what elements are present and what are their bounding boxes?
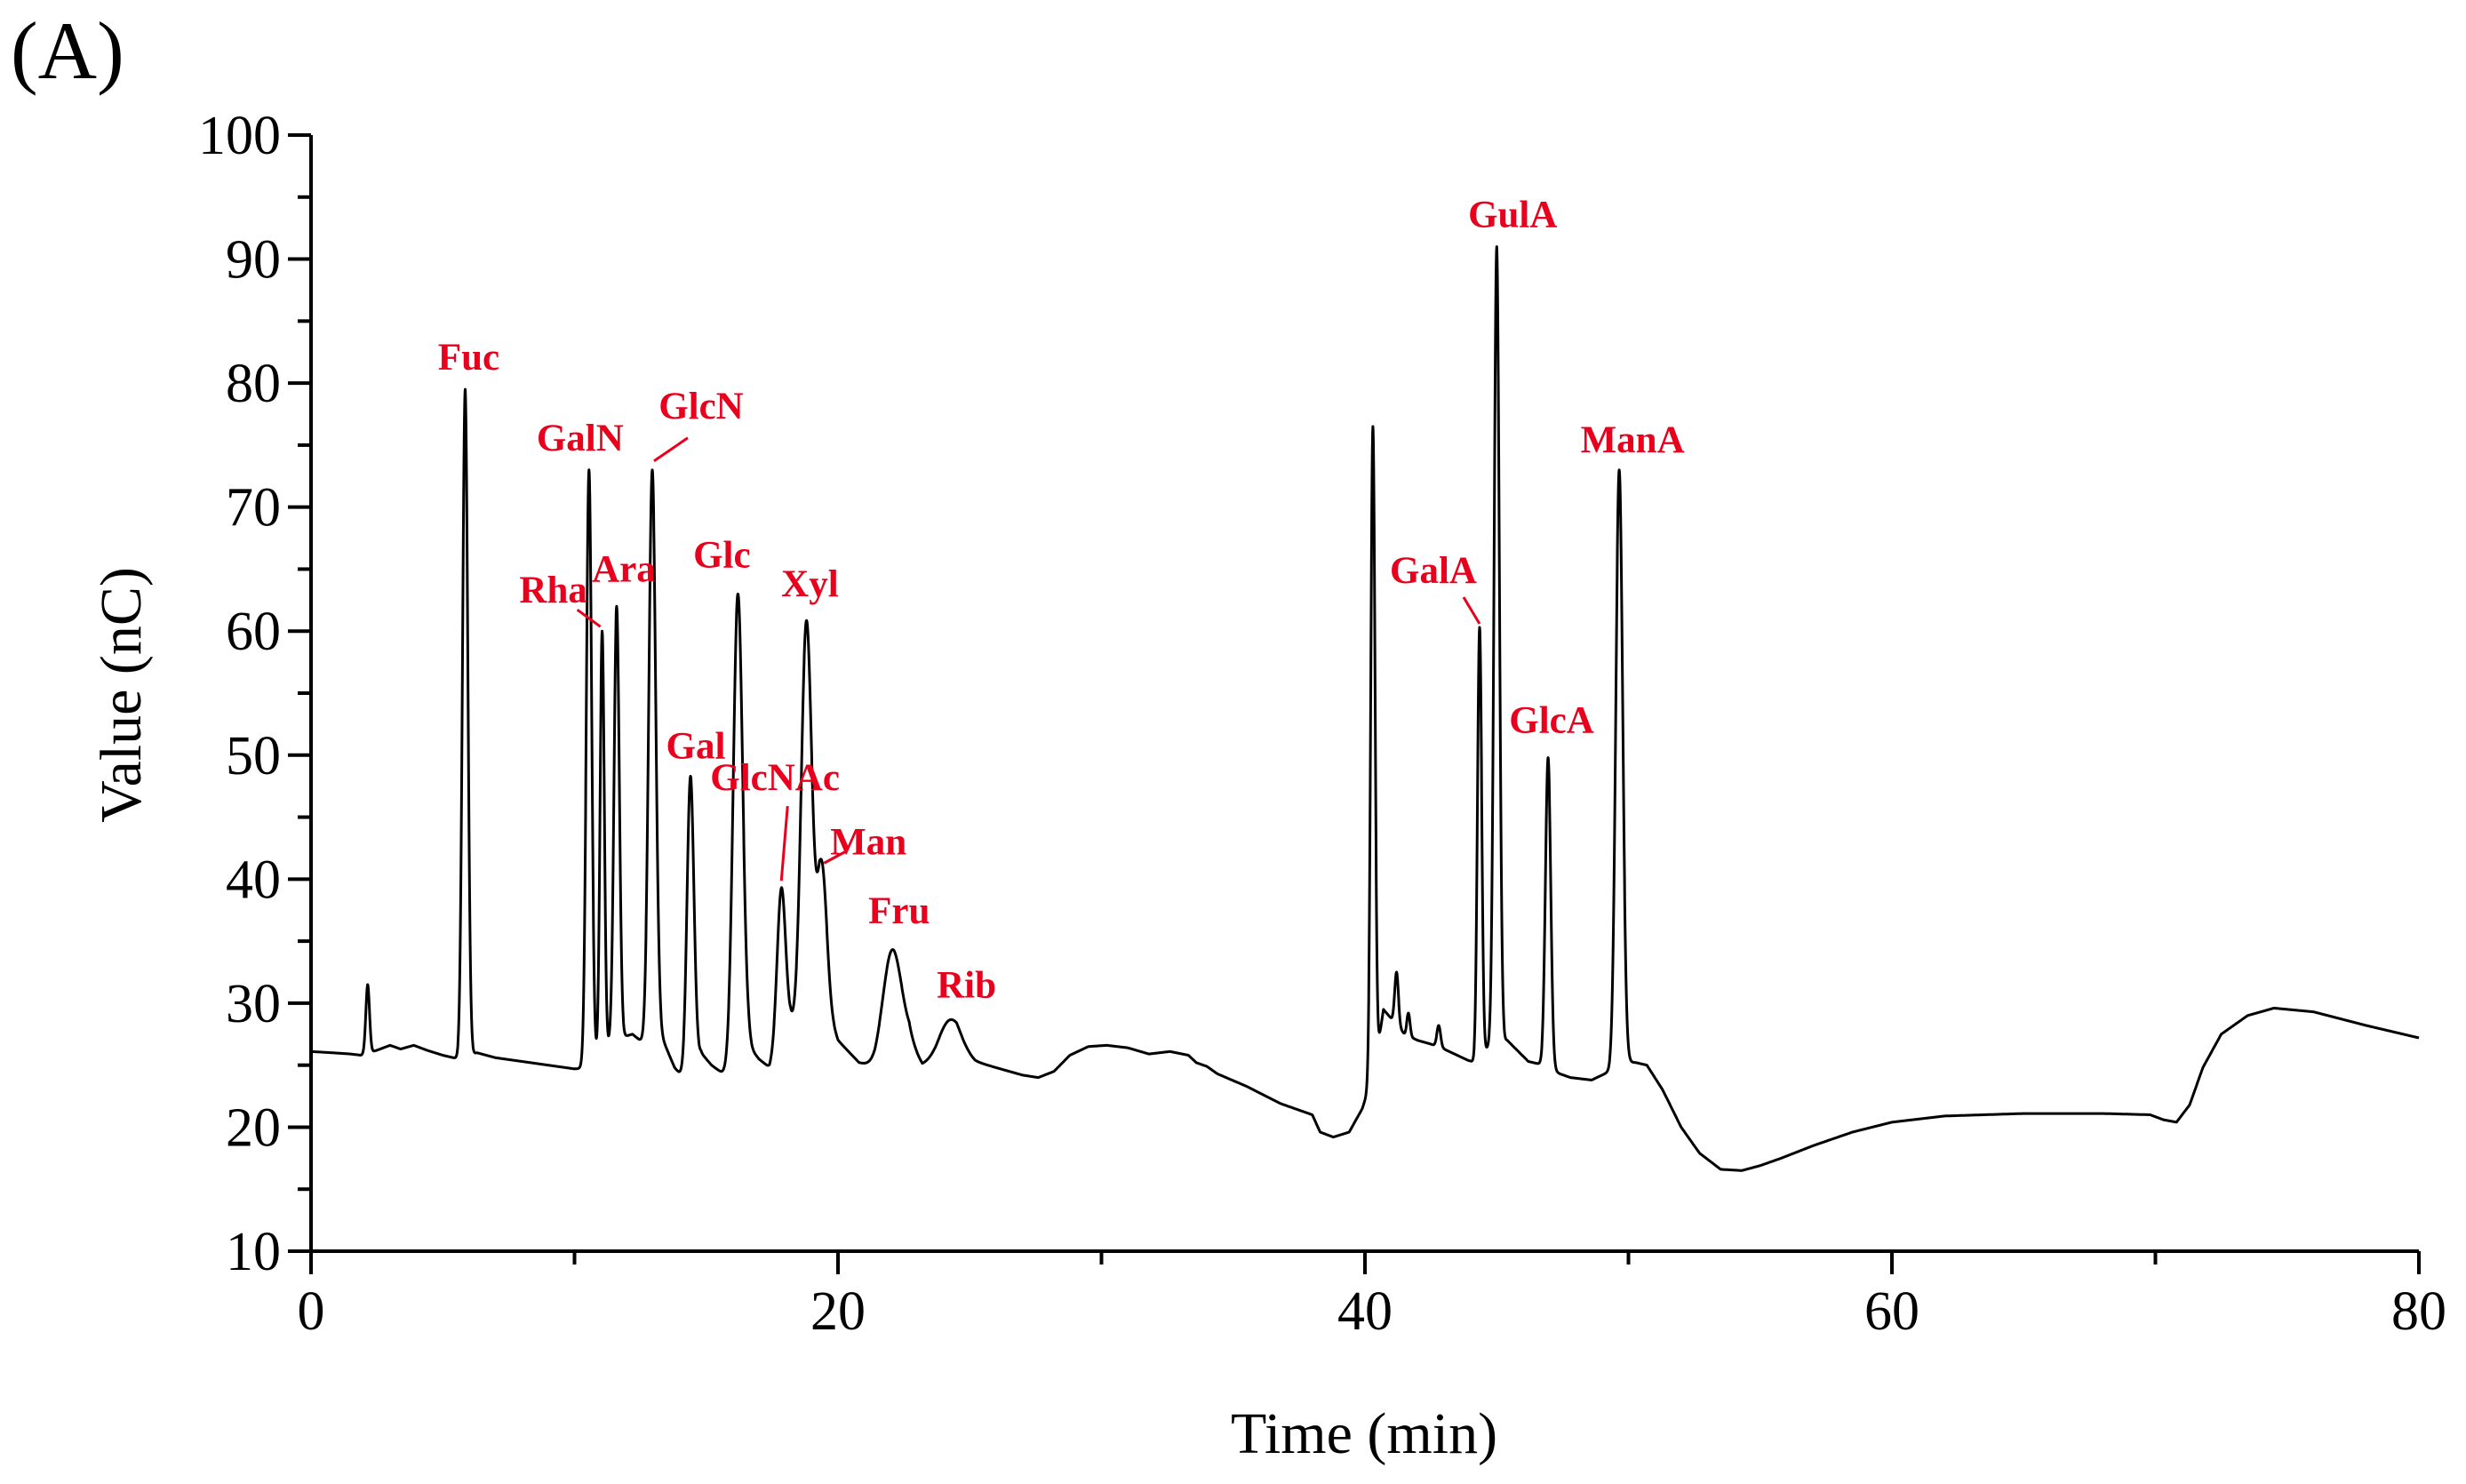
- peak-label: Glc: [693, 534, 750, 576]
- peak-label: GulA: [1468, 195, 1557, 236]
- x-tick-label: 20: [810, 1281, 866, 1342]
- peak-label: GalA: [1390, 550, 1477, 592]
- peak-label: Ara: [592, 548, 656, 590]
- axes: 0 20 40 60 80 10 20 30 40 50 60 70 80 90 100: [198, 106, 2446, 1342]
- peak-leader-line: [781, 806, 787, 881]
- y-tick-label: 80: [226, 354, 281, 414]
- y-tick-label: 10: [226, 1222, 281, 1282]
- y-tick-label: 40: [226, 850, 281, 910]
- y-tick-label: 100: [198, 106, 281, 166]
- peak-label: Fru: [868, 890, 930, 932]
- y-tick-label: 30: [226, 974, 281, 1034]
- panel-label: (A): [11, 5, 124, 96]
- x-tick-label: 80: [2391, 1281, 2446, 1342]
- peak-label: Rib: [937, 964, 996, 1006]
- peak-label: GlcN: [658, 386, 744, 427]
- peak-label: Man: [830, 821, 906, 863]
- peak-label: GlcNAc: [710, 757, 840, 799]
- y-axis-title: Value (nC): [89, 567, 154, 823]
- peak-label: Xyl: [781, 563, 839, 605]
- peak-label: GlcA: [1509, 700, 1594, 742]
- peak-leader-line: [654, 438, 688, 461]
- peak-label: Fuc: [438, 337, 499, 379]
- x-tick-label: 0: [298, 1281, 325, 1342]
- y-tick-label: 60: [226, 602, 281, 662]
- x-tick-label: 60: [1864, 1281, 1919, 1342]
- y-tick-label: 90: [226, 230, 281, 291]
- y-tick-label: 50: [226, 726, 281, 786]
- peak-label: GalN: [537, 418, 624, 459]
- x-axis-title: Time (min): [1231, 1401, 1497, 1466]
- y-tick-label: 70: [226, 478, 281, 539]
- chromatogram-figure: (A) 0 20 40 60 80 10 20 30 40 50 60 70 80 90 100 Fuc Ga…: [0, 0, 2466, 1480]
- x-tick-label: 40: [1337, 1281, 1393, 1342]
- peak-label: Rha: [519, 570, 587, 611]
- peak-leader-line: [1464, 597, 1480, 624]
- peak-label: ManA: [1581, 419, 1685, 461]
- y-tick-label: 20: [226, 1097, 281, 1158]
- chromatogram-chart: (A) 0 20 40 60 80 10 20 30 40 50 60 70 80 90 100 Fuc Ga…: [0, 0, 2466, 1480]
- chromatogram-trace: [311, 247, 2419, 1171]
- peak-leader-line: [578, 610, 601, 626]
